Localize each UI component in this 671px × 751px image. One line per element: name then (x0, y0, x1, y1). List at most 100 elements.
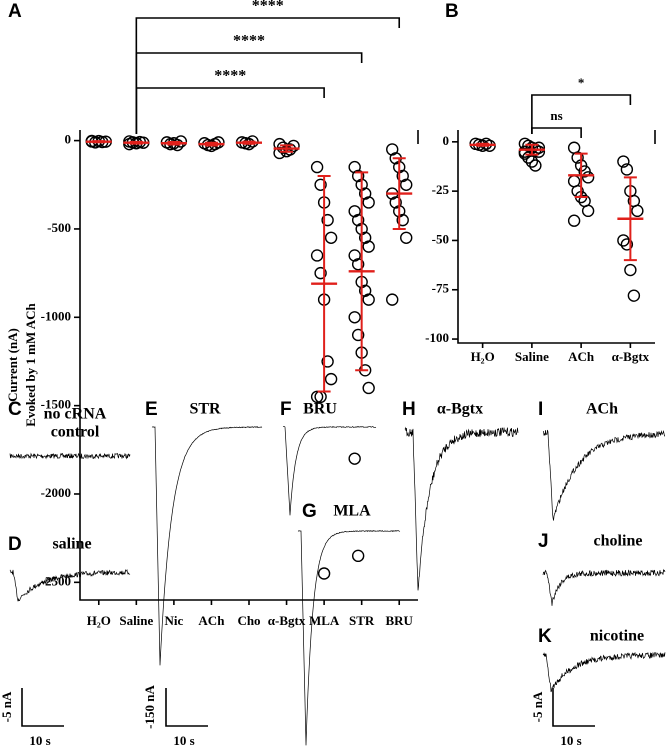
y-tick-label: -1500 (41, 397, 71, 412)
trace (542, 651, 666, 693)
scale-bar (552, 688, 595, 727)
data-point (348, 452, 361, 465)
data-point (386, 293, 399, 306)
data-point (362, 196, 375, 209)
data-point (310, 249, 324, 262)
data-point (525, 155, 539, 168)
y-tick-label: -500 (47, 220, 71, 235)
trace (9, 568, 131, 602)
data-point (617, 234, 630, 247)
scale-amplitude: -150 nA (142, 685, 157, 729)
trace-label: no cRNA (44, 406, 107, 423)
panel-letter: C (8, 399, 22, 420)
data-point (529, 159, 542, 172)
significance-label: **** (233, 33, 265, 50)
scale-time: 10 s (560, 733, 581, 748)
trace-label: control (51, 424, 100, 441)
axis (457, 130, 655, 344)
data-point (522, 151, 535, 164)
y-axis-label: Evoked by 1 mM ACh (23, 302, 38, 426)
panel-letter: F (280, 399, 292, 420)
data-point (310, 160, 324, 174)
axis (79, 130, 418, 601)
data-point (617, 155, 630, 168)
data-point (351, 328, 365, 342)
trace (542, 568, 666, 606)
data-point (396, 213, 409, 227)
data-point (321, 355, 334, 368)
panel-letter: D (8, 534, 22, 555)
data-point (362, 381, 375, 395)
data-point (578, 165, 591, 178)
trace (542, 429, 666, 521)
data-point (348, 311, 361, 324)
panel-letter: A (8, 1, 22, 22)
significance-bracket (531, 94, 632, 134)
data-point (627, 289, 641, 302)
x-tick-label: H₂O (471, 349, 495, 364)
trace-label: choline (594, 533, 643, 550)
trace (404, 426, 519, 591)
data-point (631, 204, 644, 218)
y-tick-label: -100 (425, 330, 449, 345)
x-tick-label: α-Bgtx (612, 349, 650, 364)
x-tick-label: α-Bgtx (268, 613, 306, 628)
data-point (581, 204, 595, 218)
data-point (571, 151, 584, 164)
y-tick-label: 0 (443, 133, 450, 148)
panel-letter: E (145, 399, 158, 420)
scale-bar (21, 688, 64, 727)
trace (151, 426, 263, 666)
data-point (400, 231, 413, 244)
y-tick-label: -2500 (41, 573, 71, 588)
y-tick-label: -2000 (41, 485, 71, 500)
data-point (351, 258, 365, 271)
trace-label: STR (189, 401, 221, 418)
significance-bracket (135, 52, 363, 134)
x-tick-label: ACh (568, 349, 595, 364)
y-tick-label: -25 (432, 182, 450, 197)
data-point (351, 549, 365, 563)
significance-label: **** (252, 0, 284, 15)
x-tick-label: Saline (515, 349, 549, 364)
trace-label: saline (52, 536, 91, 553)
data-point (624, 263, 637, 277)
data-point (324, 372, 338, 386)
x-tick-label: BRU (385, 613, 413, 628)
y-tick-label: 0 (65, 132, 72, 147)
data-point (324, 231, 338, 244)
y-tick-label: -50 (432, 231, 449, 246)
significance-label: * (578, 75, 585, 90)
y-tick-label: -75 (432, 281, 450, 296)
data-point (581, 171, 595, 184)
data-point (532, 141, 546, 154)
data-point (310, 390, 324, 404)
significance-label: ns (550, 108, 562, 123)
trace-label: MLA (333, 503, 371, 520)
data-point (532, 145, 546, 158)
data-point (314, 266, 327, 280)
x-tick-label: H₂O (87, 613, 111, 628)
y-axis-label: Current (nA) (5, 328, 20, 402)
data-point (317, 567, 331, 580)
significance-bracket (135, 17, 401, 134)
trace-label: ACh (586, 401, 618, 418)
data-point (362, 293, 375, 306)
trace (282, 426, 377, 516)
x-tick-label: MLA (309, 613, 340, 628)
data-point (620, 163, 634, 176)
significance-bracket (135, 87, 325, 134)
x-tick-label: STR (349, 613, 375, 628)
data-point (400, 178, 413, 191)
data-point (362, 240, 375, 253)
panel-letter: K (538, 626, 552, 647)
panel-letter: G (302, 501, 317, 522)
scale-bar (165, 688, 208, 727)
panel-letter: I (538, 399, 543, 420)
x-tick-label: Nic (164, 613, 183, 628)
trace-label: BRU (303, 401, 337, 418)
trace-label: nicotine (590, 628, 644, 645)
trace (297, 530, 401, 746)
significance-bracket (531, 127, 582, 138)
